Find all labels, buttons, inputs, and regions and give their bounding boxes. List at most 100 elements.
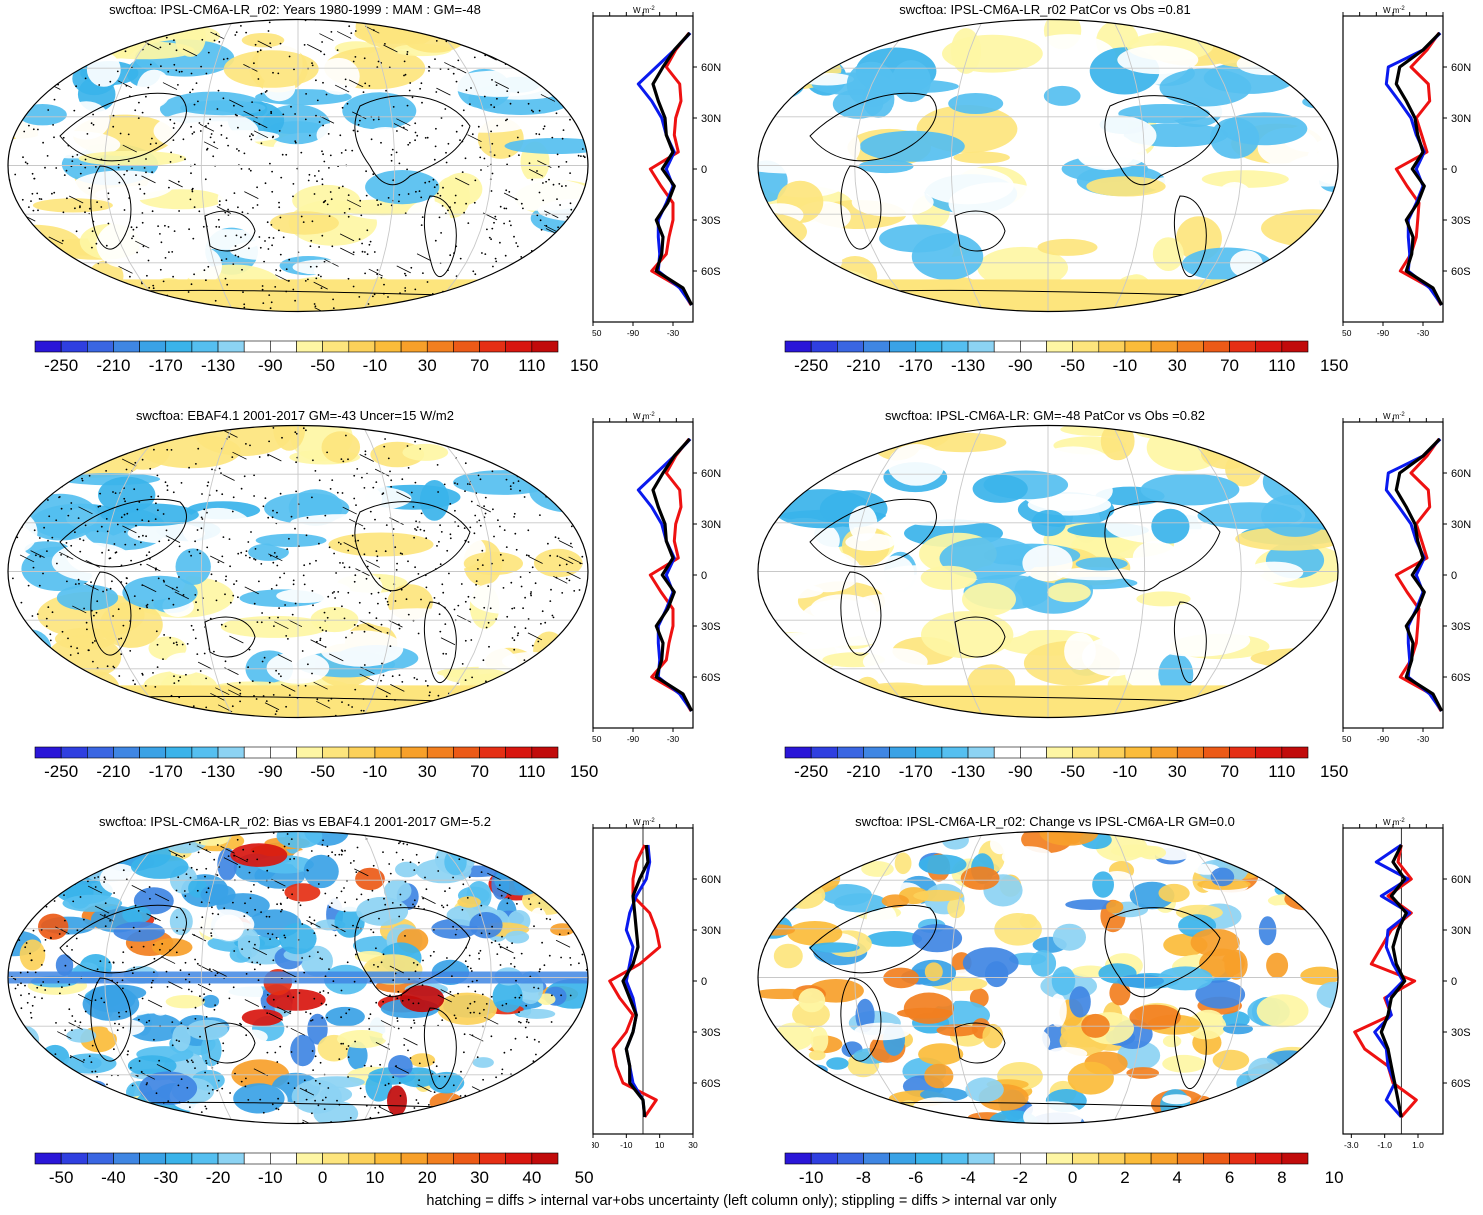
stipple-dot — [253, 495, 256, 497]
stipple-dot — [122, 987, 124, 990]
stipple-dot — [240, 1080, 243, 1083]
stipple-dot — [126, 1053, 129, 1056]
stipple-dot — [285, 268, 288, 271]
stipple-dot — [110, 293, 112, 296]
stipple-dot — [342, 1042, 344, 1045]
colorbar-swatch — [453, 746, 480, 759]
stipple-dot — [391, 675, 394, 678]
stipple-dot — [234, 254, 237, 257]
field-cell — [1052, 923, 1086, 951]
stipple-dot — [213, 1008, 216, 1011]
stipple-dot — [575, 447, 577, 450]
stipple-dot — [500, 894, 503, 897]
stipple-dot — [205, 279, 207, 282]
stipple-dot — [305, 429, 307, 432]
stipple-dot — [104, 914, 106, 916]
stipple-dot — [282, 113, 285, 116]
stipple-dot — [234, 245, 237, 247]
coastline — [90, 165, 132, 250]
stipple-dot — [547, 688, 550, 691]
stipple-dot — [317, 274, 320, 276]
stipple-dot — [102, 590, 104, 593]
stipple-dot — [16, 526, 19, 528]
stipple-dot — [25, 659, 28, 662]
stipple-dot — [566, 1086, 568, 1089]
colorbar-swatch — [993, 340, 1021, 353]
stipple-dot — [414, 131, 417, 134]
stipple-dot — [76, 154, 79, 156]
stipple-dot — [38, 198, 41, 200]
stipple-dot — [175, 854, 178, 857]
stipple-dot — [414, 288, 417, 291]
stipple-dot — [237, 255, 240, 258]
stipple-dot — [447, 68, 450, 70]
colorbar-swatch — [915, 340, 943, 353]
stipple-dot — [508, 191, 511, 193]
field-cell — [1256, 994, 1309, 1028]
hatch-mark — [68, 195, 84, 204]
stipple-dot — [237, 552, 240, 555]
stipple-dot — [36, 249, 39, 252]
stipple-dot — [47, 1113, 50, 1116]
field-cell — [515, 1107, 559, 1124]
stipple-dot — [476, 979, 478, 982]
stipple-dot — [366, 565, 369, 568]
stipple-dot — [454, 933, 457, 936]
stipple-dot — [210, 133, 213, 135]
stipple-dot — [88, 649, 90, 652]
stipple-dot — [111, 858, 114, 861]
stipple-dot — [469, 967, 472, 970]
hatch-mark — [268, 1012, 284, 1021]
hatch-mark — [137, 1117, 153, 1124]
stipple-dot — [414, 440, 416, 443]
stipple-dot — [116, 523, 119, 526]
colorbar-swatch — [322, 746, 350, 759]
stipple-dot — [99, 492, 101, 495]
profile-unit-label: W m-2 — [1383, 412, 1405, 421]
field-cell — [1284, 281, 1327, 312]
stipple-dot — [356, 130, 359, 133]
stipple-dot — [575, 84, 578, 87]
stipple-dot — [513, 235, 515, 238]
stipple-dot — [13, 913, 16, 916]
stipple-dot — [162, 658, 164, 660]
stipple-dot — [20, 1007, 23, 1010]
stipple-dot — [20, 95, 23, 97]
stipple-dot — [267, 248, 270, 250]
profile-x-tick-label: -150 — [592, 734, 602, 744]
stipple-dot — [469, 1011, 472, 1014]
stipple-dot — [324, 975, 327, 978]
stipple-dot — [49, 936, 52, 939]
stipple-dot — [347, 1056, 350, 1058]
field-cell — [1065, 899, 1117, 910]
stipple-dot — [21, 626, 23, 629]
colorbar-swatch — [889, 746, 917, 759]
stipple-dot — [532, 259, 535, 261]
field-cell — [1278, 251, 1315, 280]
stipple-dot — [356, 846, 359, 849]
colorbar-tick-label: 30 — [1167, 356, 1187, 375]
field-cell — [1157, 564, 1265, 580]
field-cell — [270, 211, 339, 235]
stipple-dot — [582, 204, 585, 207]
stipple-dot — [515, 1090, 518, 1093]
coastline — [809, 904, 937, 974]
hatch-mark — [359, 673, 374, 682]
stipple-dot — [332, 307, 335, 310]
stipple-dot — [527, 618, 530, 620]
stipple-dot — [325, 1003, 328, 1006]
stipple-dot — [312, 604, 314, 607]
field-cell — [273, 425, 306, 451]
stipple-dot — [477, 474, 480, 477]
stipple-dot — [184, 158, 186, 161]
stipple-dot — [490, 995, 493, 998]
field-cell — [878, 555, 915, 591]
stipple-dot — [565, 95, 568, 97]
stipple-dot — [54, 310, 57, 312]
stipple-dot — [123, 209, 126, 211]
stipple-dot — [168, 597, 170, 600]
stipple-dot — [96, 201, 98, 204]
stipple-dot — [287, 1082, 290, 1085]
